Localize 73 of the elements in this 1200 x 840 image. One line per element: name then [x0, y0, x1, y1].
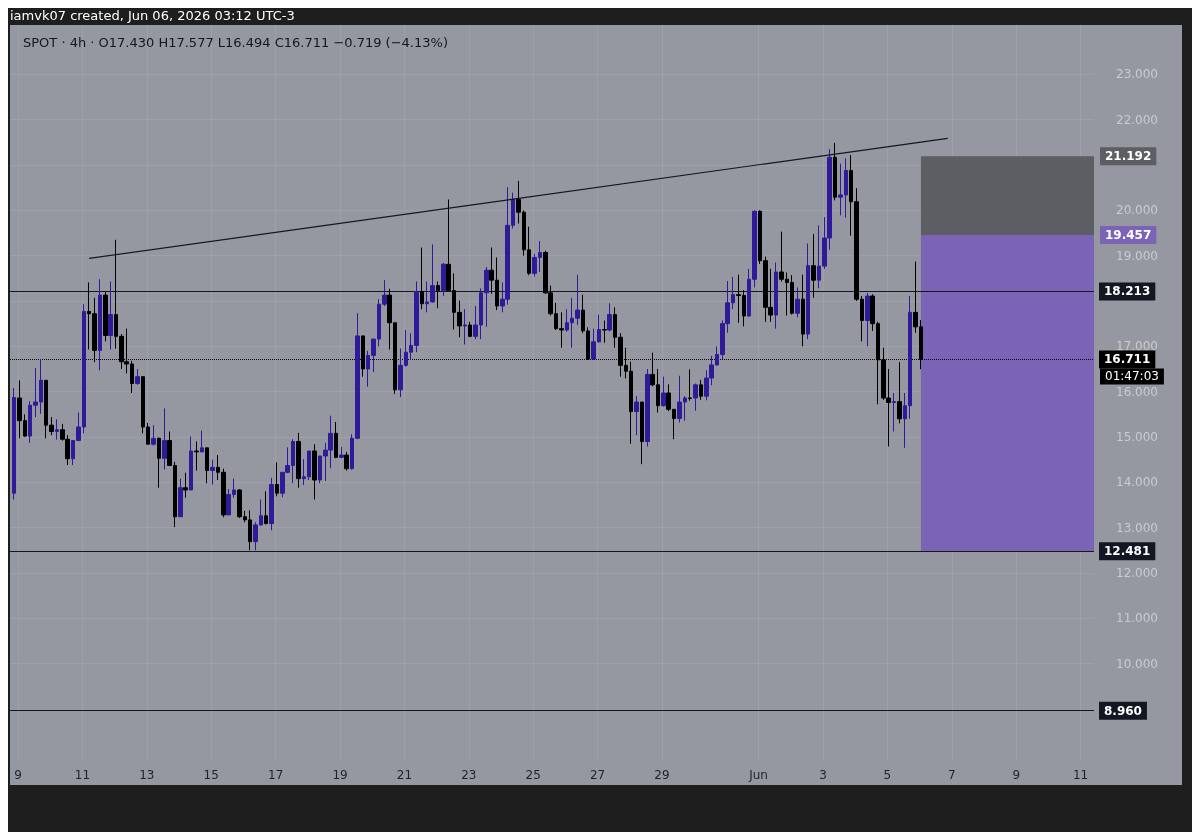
x-tick-label: 29 [654, 768, 670, 782]
candlestick [334, 421, 338, 459]
candlestick [275, 461, 279, 497]
x-tick-label: 9 [1012, 768, 1021, 782]
ref-line-label: 8.960 [1104, 703, 1142, 718]
candlestick [194, 440, 199, 471]
candlestick [602, 319, 607, 344]
text: 01:47:03 [1105, 369, 1159, 384]
candlestick [801, 274, 805, 347]
x-tick-label: 13 [139, 768, 155, 782]
x-tick-label: 23 [461, 768, 477, 782]
ref-line-label: 18.213 [1104, 284, 1151, 299]
candlestick [264, 490, 268, 525]
x-tick-label: 11 [74, 768, 91, 782]
x-tick-label: 25 [525, 768, 541, 782]
candlestick [98, 278, 102, 371]
candlestick [183, 472, 188, 499]
band-label: 19.457 [1105, 227, 1152, 242]
candlestick [795, 286, 800, 318]
candlestick [811, 233, 816, 299]
candlestick [157, 436, 161, 489]
band-label: 21.192 [1105, 149, 1152, 164]
candlestick [189, 436, 193, 491]
candlestick [162, 407, 167, 471]
candlestick [892, 392, 896, 433]
x-tick-label: 19 [332, 768, 348, 782]
candlestick [312, 443, 317, 500]
candlestick [135, 368, 140, 386]
candlestick [210, 459, 215, 486]
candlestick [806, 242, 810, 340]
candlestick [865, 292, 870, 347]
candlestick [205, 447, 209, 484]
candlestick [661, 376, 666, 408]
candlestick [897, 361, 902, 424]
candlestick [55, 418, 59, 441]
ref-line-label: 12.481 [1104, 544, 1151, 559]
candlestick [645, 368, 650, 447]
candlestick [103, 291, 108, 342]
candlestick [151, 424, 156, 447]
candlestick [607, 302, 612, 332]
candlestick [200, 430, 204, 453]
x-tick-label: 27 [589, 768, 606, 782]
text: SPOT · 4h · O17.430 H17.577 L16.494 C16.711 −0.719 (−4.13%) [23, 35, 448, 50]
candlestick [634, 395, 639, 436]
candlestick [463, 308, 467, 346]
candlestick [436, 281, 440, 309]
candlestick [699, 379, 703, 401]
candlestick [178, 478, 183, 518]
x-tick-label: 5 [883, 768, 892, 782]
x-tick-label: 7 [947, 768, 956, 782]
candlestick [441, 262, 446, 297]
x-tick-label: 9 [14, 768, 22, 782]
candlestick [774, 261, 778, 330]
candlestick [339, 446, 344, 459]
candlestick [344, 451, 349, 471]
candlestick [693, 382, 698, 412]
candlestick [833, 142, 837, 201]
candlestick [640, 401, 644, 465]
x-tick-label: 11 [1072, 768, 1089, 782]
candlestick [12, 387, 16, 500]
candlestick [420, 247, 424, 310]
x-tick-label: 21 [396, 768, 413, 782]
candlestick [296, 432, 301, 489]
ref-line-label: 16.711 [1104, 352, 1151, 367]
candlestick [468, 321, 472, 338]
x-tick-label: Jun [748, 768, 768, 782]
chart-title: iamvk07 created, Jun 06, 2026 03:12 UTC-3 [10, 8, 295, 23]
candlestick [269, 477, 274, 531]
x-tick-label: 17 [267, 768, 284, 782]
x-tick-label: 3 [819, 768, 827, 782]
candlestick [108, 281, 113, 350]
x-tick-label: 15 [203, 768, 219, 782]
candlestick [688, 368, 692, 402]
